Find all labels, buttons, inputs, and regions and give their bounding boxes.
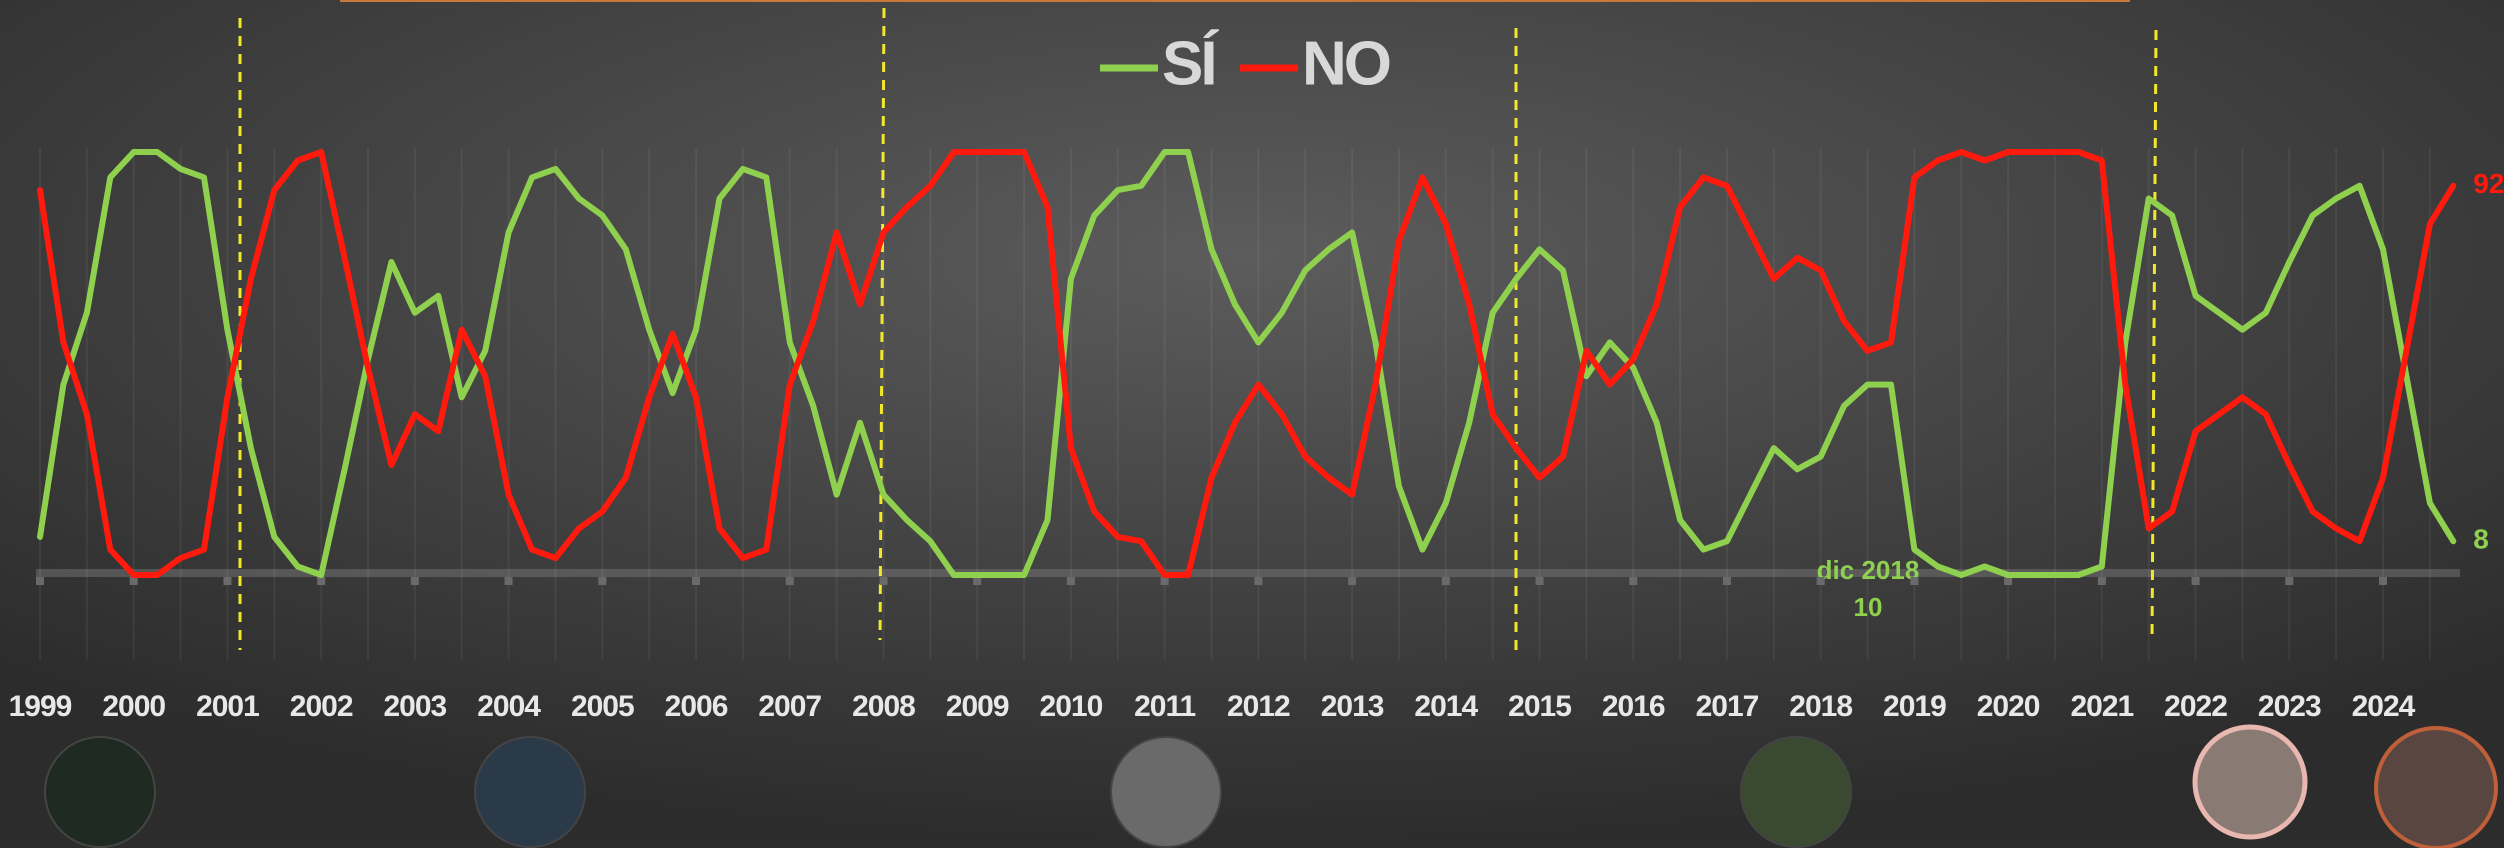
x-tick	[2192, 577, 2200, 585]
x-tick	[2379, 577, 2387, 585]
x-tick-label: 2024	[2352, 690, 2416, 723]
x-tick	[1067, 577, 1075, 585]
portrait	[2195, 727, 2305, 837]
x-tick-label: 2008	[852, 690, 915, 723]
x-tick	[2004, 577, 2012, 585]
x-tick	[1536, 577, 1544, 585]
x-tick-label: 2001	[196, 690, 259, 723]
x-tick	[786, 577, 794, 585]
x-tick-label: 2014	[1414, 690, 1478, 723]
portrait	[1741, 737, 1851, 847]
x-tick	[2285, 577, 2293, 585]
x-tick	[1629, 577, 1637, 585]
x-tick-label: 2019	[1883, 690, 1946, 723]
x-tick	[36, 577, 44, 585]
chart: dic 2018 10 1999200020012002200320042005…	[0, 0, 2504, 848]
x-tick	[1817, 577, 1825, 585]
x-tick	[317, 577, 325, 585]
x-tick	[130, 577, 138, 585]
x-tick-label: 2009	[946, 690, 1009, 723]
legend-label: NO	[1302, 29, 1390, 98]
x-tick-label: 2023	[2258, 690, 2321, 723]
portrait	[45, 737, 155, 847]
x-tick-label: 2006	[665, 690, 728, 723]
x-tick-label: 2002	[290, 690, 353, 723]
x-tick	[505, 577, 513, 585]
end-value-label: 92	[2473, 168, 2504, 199]
legend-label: SÍ	[1162, 29, 1219, 98]
x-tick-label: 2004	[477, 690, 541, 723]
x-tick	[1254, 577, 1262, 585]
portrait	[2376, 728, 2496, 848]
x-tick-label: 2011	[1134, 690, 1195, 723]
x-tick-label: 2007	[758, 690, 821, 723]
x-tick-label: 2022	[2164, 690, 2227, 723]
x-tick-label: 2018	[1789, 690, 1852, 723]
x-tick	[598, 577, 606, 585]
portrait	[1111, 737, 1221, 847]
x-tick-label: 2013	[1321, 690, 1384, 723]
x-tick	[1723, 577, 1731, 585]
x-tick-label: 2003	[384, 690, 447, 723]
x-tick-label: 2010	[1040, 690, 1103, 723]
x-tick	[411, 577, 419, 585]
end-value-label: 8	[2473, 524, 2489, 555]
x-tick-label: 2017	[1696, 690, 1759, 723]
portrait	[475, 737, 585, 847]
x-tick	[1161, 577, 1169, 585]
x-tick	[973, 577, 981, 585]
x-tick	[1442, 577, 1450, 585]
x-tick-label: 2015	[1508, 690, 1571, 723]
x-tick	[223, 577, 231, 585]
page: dic 2018 10 1999200020012002200320042005…	[0, 0, 2504, 848]
x-tick	[1348, 577, 1356, 585]
x-tick-label: 2016	[1602, 690, 1665, 723]
x-tick-label: 2020	[1977, 690, 2040, 723]
x-tick	[879, 577, 887, 585]
x-tick-label: 2012	[1227, 690, 1290, 723]
x-tick-label: 2000	[102, 690, 165, 723]
x-tick	[1910, 577, 1918, 585]
x-tick-label: 2005	[571, 690, 634, 723]
x-tick	[692, 577, 700, 585]
x-tick-label: 1999	[9, 690, 72, 723]
x-tick	[2098, 577, 2106, 585]
x-tick-label: 2021	[2070, 690, 2133, 723]
